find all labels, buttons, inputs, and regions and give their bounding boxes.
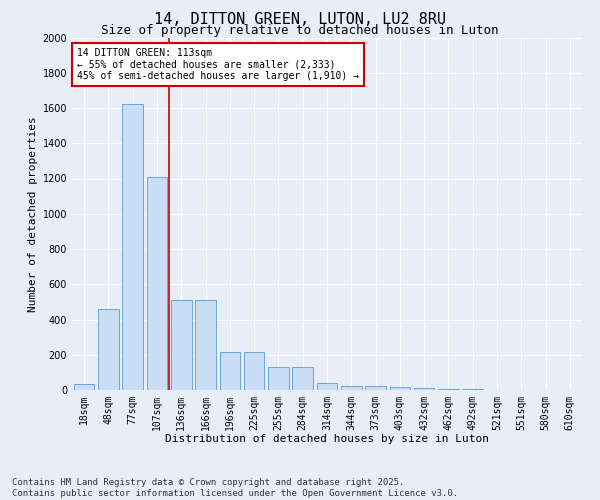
Bar [220, 352, 240, 390]
Bar [365, 386, 386, 390]
Text: Size of property relative to detached houses in Luton: Size of property relative to detached ho… [101, 24, 499, 37]
Text: 14, DITTON GREEN, LUTON, LU2 8RU: 14, DITTON GREEN, LUTON, LU2 8RU [154, 12, 446, 28]
Bar [414, 388, 434, 390]
Bar [438, 389, 459, 390]
Bar [317, 383, 337, 390]
Bar [292, 367, 313, 390]
Bar [195, 300, 216, 390]
Bar [268, 367, 289, 390]
Bar [389, 388, 410, 390]
Bar [244, 352, 265, 390]
Bar [171, 300, 191, 390]
Bar [74, 384, 94, 390]
Bar [146, 176, 167, 390]
X-axis label: Distribution of detached houses by size in Luton: Distribution of detached houses by size … [165, 434, 489, 444]
Bar [122, 104, 143, 390]
Y-axis label: Number of detached properties: Number of detached properties [28, 116, 38, 312]
Bar [98, 309, 119, 390]
Text: Contains HM Land Registry data © Crown copyright and database right 2025.
Contai: Contains HM Land Registry data © Crown c… [12, 478, 458, 498]
Bar [341, 386, 362, 390]
Text: 14 DITTON GREEN: 113sqm
← 55% of detached houses are smaller (2,333)
45% of semi: 14 DITTON GREEN: 113sqm ← 55% of detache… [77, 48, 359, 82]
